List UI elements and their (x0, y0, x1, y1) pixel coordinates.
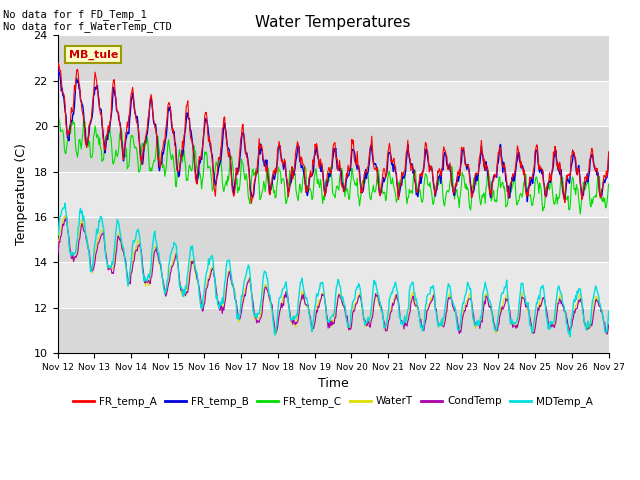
MDTemp_A (121, 260, 129, 265)
FR_temp_A (248, 201, 255, 206)
FR_temp_C (401, 172, 408, 178)
Line: FR_temp_C: FR_temp_C (58, 115, 609, 214)
FR_temp_A (65, 131, 72, 136)
MDTemp_A (177, 283, 185, 289)
FR_temp_B (54, 66, 62, 72)
FR_temp_A (177, 152, 185, 158)
Title: Water Temperatures: Water Temperatures (255, 15, 411, 30)
Text: No data for f FD_Temp_1: No data for f FD_Temp_1 (3, 9, 147, 20)
CondTemp (604, 331, 611, 337)
CondTemp (177, 287, 185, 293)
CondTemp (54, 253, 61, 259)
CondTemp (121, 255, 129, 261)
MDTemp_A (605, 308, 612, 314)
FR_temp_B (605, 155, 612, 161)
Line: CondTemp: CondTemp (58, 217, 609, 334)
WaterT (54, 246, 61, 252)
FR_temp_B (54, 81, 61, 86)
WaterT (177, 289, 185, 295)
FR_temp_C (121, 153, 129, 158)
Line: WaterT: WaterT (58, 216, 609, 335)
FR_temp_A (605, 149, 612, 155)
FR_temp_A (54, 69, 61, 74)
MDTemp_A (61, 200, 69, 206)
FR_temp_B (524, 199, 531, 204)
WaterT (61, 213, 68, 219)
Bar (58, 308, 609, 353)
FR_temp_C (605, 181, 612, 187)
MDTemp_A (206, 255, 214, 261)
FR_temp_C (54, 112, 62, 118)
FR_temp_A (206, 141, 214, 146)
Bar (58, 36, 609, 81)
FR_temp_A (121, 141, 129, 147)
MDTemp_A (65, 231, 72, 237)
MDTemp_A (401, 313, 408, 319)
CondTemp (417, 316, 425, 322)
WaterT (565, 332, 573, 337)
MDTemp_A (417, 325, 425, 331)
Legend: FR_temp_A, FR_temp_B, FR_temp_C, WaterT, CondTemp, MDTemp_A: FR_temp_A, FR_temp_B, FR_temp_C, WaterT,… (68, 392, 598, 411)
MDTemp_A (54, 227, 61, 232)
FR_temp_A (54, 60, 62, 66)
WaterT (417, 320, 425, 325)
CondTemp (605, 322, 612, 327)
Line: FR_temp_A: FR_temp_A (58, 63, 609, 204)
FR_temp_C (577, 211, 584, 217)
Bar (58, 262, 609, 308)
CondTemp (401, 318, 408, 324)
Text: No data for f_WaterTemp_CTD: No data for f_WaterTemp_CTD (3, 21, 172, 32)
Bar (58, 217, 609, 262)
FR_temp_C (206, 165, 214, 170)
Bar (58, 81, 609, 126)
FR_temp_C (417, 194, 425, 200)
Bar (58, 171, 609, 217)
FR_temp_A (418, 170, 426, 176)
MDTemp_A (566, 334, 574, 340)
Line: MDTemp_A: MDTemp_A (58, 203, 609, 337)
FR_temp_C (54, 118, 61, 123)
FR_temp_A (402, 161, 410, 167)
X-axis label: Time: Time (317, 377, 348, 390)
Bar (58, 126, 609, 171)
FR_temp_B (206, 143, 214, 148)
WaterT (206, 271, 214, 276)
WaterT (65, 229, 72, 235)
CondTemp (63, 215, 70, 220)
Y-axis label: Temperature (C): Temperature (C) (15, 143, 28, 245)
FR_temp_B (401, 173, 408, 179)
FR_temp_C (65, 132, 72, 138)
WaterT (121, 257, 129, 263)
Text: MB_tule: MB_tule (68, 49, 118, 60)
WaterT (401, 318, 408, 324)
FR_temp_B (417, 180, 425, 186)
FR_temp_B (121, 144, 129, 149)
FR_temp_C (177, 154, 185, 159)
Line: FR_temp_B: FR_temp_B (58, 69, 609, 202)
FR_temp_B (177, 157, 185, 163)
WaterT (605, 323, 612, 328)
FR_temp_B (65, 136, 72, 142)
CondTemp (65, 230, 72, 236)
CondTemp (206, 274, 214, 279)
